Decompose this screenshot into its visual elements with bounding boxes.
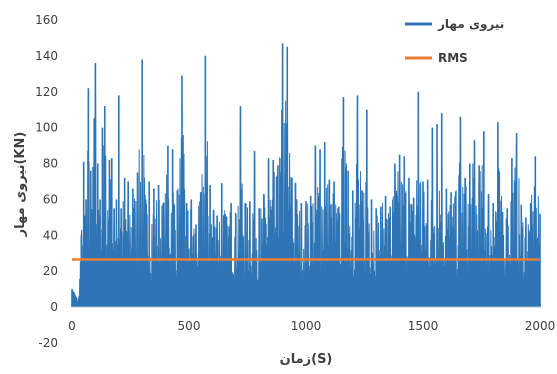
y-tick-label: 140 (35, 49, 58, 63)
y-tick-label: 20 (43, 264, 58, 278)
y-tick-label: 60 (43, 192, 58, 206)
x-tick-label: 1000 (291, 319, 322, 333)
y-tick-label: 160 (35, 13, 58, 27)
data-layer (71, 43, 541, 308)
legend-label-series: نیروی مهار (437, 17, 504, 32)
y-tick-label: 80 (43, 157, 58, 171)
x-tick-label: 500 (178, 319, 201, 333)
y-tick-labels: -20 0 20 40 60 80 100 120 140 160 (35, 13, 58, 350)
y-axis-title: نیروی مهار(KN) (13, 132, 28, 238)
y-tick-label: 100 (35, 121, 58, 135)
legend-label-rms: RMS (438, 51, 468, 65)
x-tick-label: 2000 (525, 319, 556, 333)
legend: نیروی مهار RMS (405, 17, 504, 65)
x-tick-label: 1500 (408, 319, 439, 333)
y-tick-label: 120 (35, 85, 58, 99)
x-axis-title: زمان(S) (280, 352, 333, 367)
y-tick-label: 40 (43, 228, 58, 242)
y-tick-label: -20 (38, 336, 58, 350)
x-tick-labels: 0 500 1000 1500 2000 (68, 319, 555, 333)
y-tick-label: 0 (50, 300, 58, 314)
x-tick-label: 0 (68, 319, 76, 333)
